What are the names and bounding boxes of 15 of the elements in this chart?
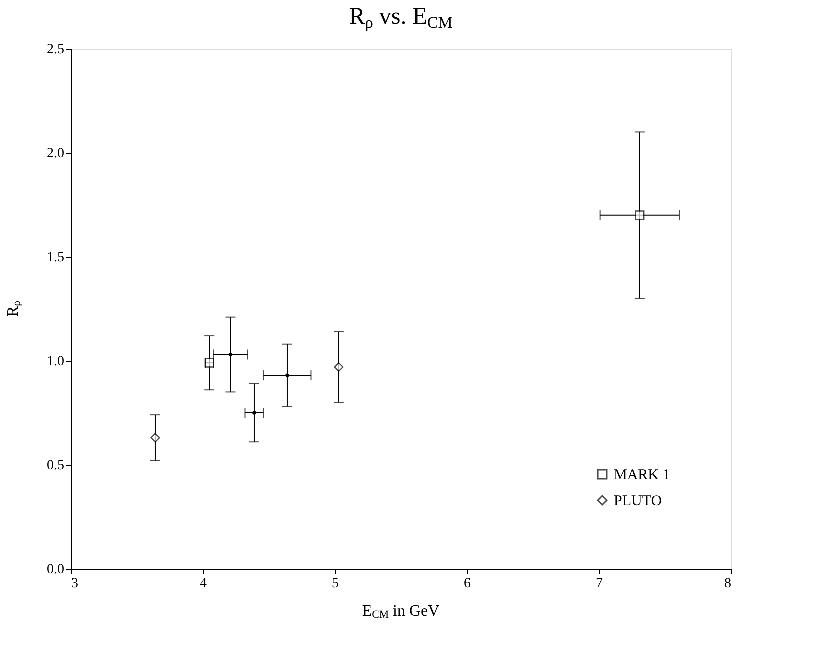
legend-label: MARK 1 <box>614 468 670 484</box>
legend-label: PLUTO <box>614 494 662 510</box>
x-tick-label: 6 <box>464 576 471 592</box>
x-tick-label: 7 <box>596 576 603 592</box>
y-tick-label: 0.0 <box>47 562 64 578</box>
y-tick-label: 1.5 <box>47 250 64 266</box>
x-tick-label: 4 <box>200 576 207 592</box>
y-axis-title: Rρ <box>5 300 23 318</box>
x-tick-label: 3 <box>72 576 78 592</box>
y-tick-label: 2.5 <box>47 42 64 58</box>
x-tick-label: 8 <box>724 576 732 592</box>
y-tick-label: 0.5 <box>47 458 64 474</box>
y-tick-label: 2.0 <box>47 146 64 162</box>
y-tick-label: 1.0 <box>47 354 64 370</box>
x-tick-label: 5 <box>332 576 339 592</box>
